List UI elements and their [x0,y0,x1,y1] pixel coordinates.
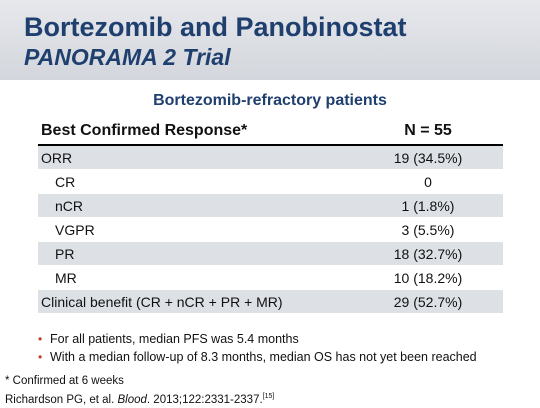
table-row: ORR 19 (34.5%) [38,145,503,170]
section-title: Bortezomib-refractory patients [153,92,387,109]
row-label: CR [38,169,353,194]
table-row: CR 0 [38,169,503,194]
bullet-text: For all patients, median PFS was 5.4 mon… [50,332,299,346]
row-value: 3 (5.5%) [353,217,503,242]
citation-journal: Blood [117,393,147,406]
row-label: ORR [38,145,353,170]
citation-reference: [15] [262,393,275,400]
table-row: Clinical benefit (CR + nCR + PR + MR) 29… [38,289,503,314]
row-label: nCR [38,193,353,218]
table-row: VGPR 3 (5.5%) [38,217,503,242]
row-value: 10 (18.2%) [353,265,503,290]
list-item: • With a median follow-up of 8.3 months,… [36,348,477,366]
table-row: nCR 1 (1.8%) [38,193,503,218]
row-label: PR [38,241,353,266]
footnote: * Confirmed at 6 weeks Richardson PG, et… [5,374,274,408]
row-label: VGPR [38,217,353,242]
row-value: 1 (1.8%) [353,193,503,218]
title-banner: Bortezomib and Panobinostat PANORAMA 2 T… [0,0,540,80]
table-row: MR 10 (18.2%) [38,265,503,290]
citation: Richardson PG, et al. Blood. 2013;122:23… [5,389,274,408]
column-header-response: Best Confirmed Response* [38,118,353,146]
bullet-icon: • [38,332,43,346]
row-value: 0 [353,169,503,194]
row-value: 29 (52.7%) [353,289,503,314]
bullet-text: With a median follow-up of 8.3 months, m… [50,350,477,364]
slide-subtitle: PANORAMA 2 Trial [24,44,231,70]
table-header-row: Best Confirmed Response* N = 55 [38,118,503,146]
citation-details: . 2013;122:2331-2337. [146,393,263,406]
bullet-icon: • [38,350,43,364]
row-label: Clinical benefit (CR + nCR + PR + MR) [38,289,353,314]
column-header-n: N = 55 [353,118,503,146]
row-value: 18 (32.7%) [353,241,503,266]
table-row: PR 18 (32.7%) [38,241,503,266]
row-label: MR [38,265,353,290]
row-value: 19 (34.5%) [353,145,503,170]
bullet-list: • For all patients, median PFS was 5.4 m… [36,330,477,366]
citation-authors: Richardson PG, et al. [5,393,118,406]
slide-title: Bortezomib and Panobinostat [24,12,407,42]
list-item: • For all patients, median PFS was 5.4 m… [36,330,477,348]
footnote-note: * Confirmed at 6 weeks [5,375,124,387]
response-table: Best Confirmed Response* N = 55 ORR 19 (… [38,118,503,314]
